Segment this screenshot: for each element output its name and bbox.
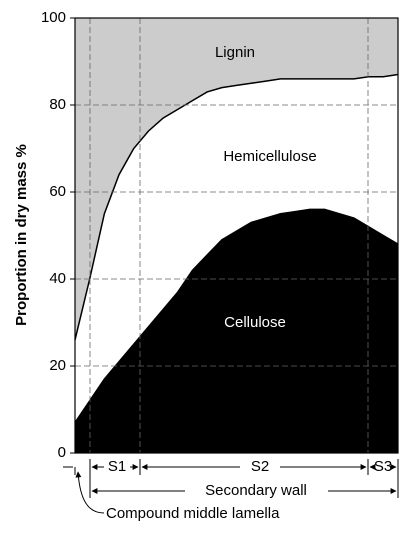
area — [75, 74, 398, 423]
area-label: Lignin — [215, 44, 255, 61]
arrow — [75, 471, 105, 514]
region-label: S1 — [108, 458, 126, 475]
y-tick-label: 80 — [49, 96, 66, 113]
region-label: S3 — [374, 458, 392, 475]
x-annotations: S1 S2 S3 Secondary wall Compound middle … — [63, 458, 399, 522]
plot-frame — [74, 17, 399, 454]
plot-area — [74, 18, 399, 453]
region-label: S2 — [251, 458, 269, 475]
area — [75, 209, 398, 453]
area-label: Cellulose — [224, 314, 286, 331]
y-tick-label: 0 — [58, 444, 66, 461]
boundary-line — [74, 208, 399, 423]
area — [75, 18, 398, 340]
region-label: Compound middle lamella — [106, 505, 280, 522]
region-label: Secondary wall — [205, 482, 307, 499]
boundary-line — [74, 73, 399, 341]
y-tick-label: 100 — [41, 9, 66, 26]
y-axis-label: Proportion in dry mass % — [13, 144, 30, 326]
area-label: Hemicellulose — [223, 148, 316, 165]
y-tick-label: 60 — [49, 183, 66, 200]
y-tick-label: 40 — [49, 270, 66, 287]
y-tick-label: 20 — [49, 357, 66, 374]
